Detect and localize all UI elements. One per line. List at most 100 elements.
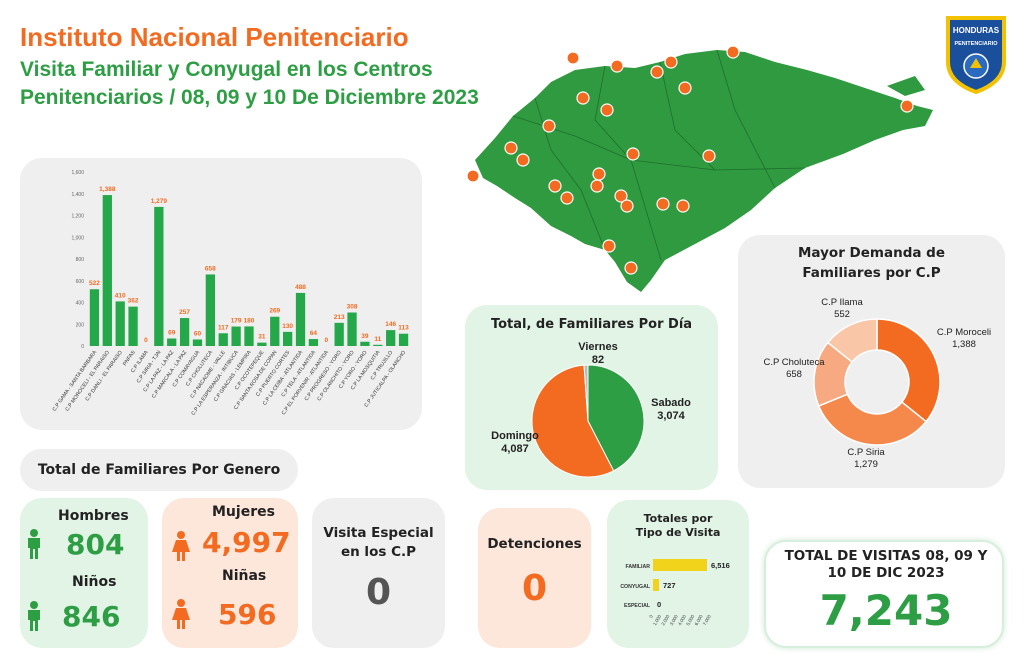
bar-value-label: 257 [179,309,190,316]
donut-label: C.P Choluteca [763,357,825,368]
donut-value-label: 552 [834,309,850,320]
x-tick-label: 5,000 [685,614,695,627]
bar-value-label: 362 [128,298,139,305]
y-tick-label: 0 [81,344,84,350]
bar [386,330,396,346]
genero-title: Total de Familiares Por Genero [37,462,281,478]
bar-value-label: 0 [144,337,148,344]
map-markers [466,45,914,275]
pie-value-label: 4,087 [501,443,529,455]
x-tick-label: 6,000 [694,614,704,627]
page-title: Instituto Nacional Penitenciario [20,22,409,52]
bar [283,331,293,346]
donut-label: C.P Moroceli [937,327,991,338]
y-tick-label: 800 [76,257,85,263]
y-tick-label: 600 [76,279,85,285]
detenciones-value: 0 [521,568,548,609]
bar-value-label: 64 [310,330,318,337]
logo-line2: PENITENCIARIO [954,41,998,47]
girl-person-icon [172,599,190,629]
mujeres-value: 4,997 [202,526,291,559]
bar-value-label: 69 [168,329,176,336]
logo: HONDURAS PENITENCIARIO [940,12,1012,95]
donut-value-label: 1,279 [854,459,878,470]
bar-value-label: 6,516 [711,561,730,570]
pie-label: Viernes [578,341,618,353]
tipo-visita-title: Totales por Tipo de Visita [635,512,721,539]
bar [398,333,409,346]
bar-value-label: 39 [361,333,369,340]
category-label: CONYUGAL [620,584,651,590]
pie-label: Sabado [651,397,691,409]
donut-value-label: 1,388 [952,339,976,350]
pie-value-label: 3,074 [657,410,685,422]
y-tick-label: 1,600 [71,170,84,176]
bar [89,289,100,346]
ninos-label: Niños [72,574,117,590]
pie-dia-title: Total, de Familiares Por Día [490,317,693,332]
bar [128,306,138,346]
donut-label: C.P Ilama [821,297,863,308]
donut-value-label: 658 [786,369,802,380]
bar [218,333,228,346]
bar [653,579,660,591]
bar-value-label: 213 [334,314,345,321]
category-label: ESPECIAL [624,603,651,609]
ninas-value: 596 [218,598,277,631]
bar-value-label: 11 [374,336,381,343]
pie-dia-card: Total, de Familiares Por Día Sabado 3,074… [465,305,718,490]
bar [373,344,383,346]
bar-value-label: 269 [269,308,280,315]
x-tick-label: 2,000 [660,614,670,627]
tipo-visita-card: Totales por Tipo de Visita FAMILIAR 6,516… [607,500,749,648]
bar-value-label: 658 [205,265,216,272]
total-value: 7,243 [819,586,953,635]
bar [257,342,267,346]
bar [205,274,215,346]
bar [167,338,177,346]
x-tick-label: 0 [648,614,654,619]
y-tick-label: 1,000 [71,235,84,241]
male-card: Hombres 804 Niños 846 [20,498,148,648]
boy-person-icon [28,601,40,631]
pie-label: Domingo [491,430,539,442]
pie-slice [531,364,615,478]
category-label: FAMILIAR [626,564,651,570]
detenciones-label: Detenciones [487,536,582,552]
bar [244,326,254,346]
donut-slice [817,393,928,446]
pie-value-label: 82 [592,354,604,366]
donut-slice [826,318,878,364]
visita-especial-value: 0 [365,572,392,613]
bar [653,559,707,571]
pie-slice [583,364,589,422]
donut-card: Mayor Demanda de Familiares por C.P C.P … [738,235,1005,488]
donut-title: Mayor Demanda de Familiares por C.P [797,245,945,281]
bar-value-label: 1,388 [99,186,116,193]
y-tick-label: 400 [76,301,85,307]
bar [231,326,241,346]
male-person-icon [28,529,40,559]
bar-value-label: 113 [398,325,409,332]
bar-value-label: 180 [244,317,255,324]
bar-chart-cp: 02004006008001,0001,2001,4001,600522C.P … [52,170,410,417]
total-label: TOTAL DE VISITAS 08, 09 Y 10 DE DIC 2023 [784,548,988,581]
bar-value-label: 146 [385,321,396,328]
mujeres-label: Mujeres [212,504,275,520]
bar [154,206,164,346]
bar-value-label: 179 [231,318,242,325]
donut-slice [876,318,941,423]
bar-value-label: 727 [663,581,676,590]
honduras-map [466,45,933,292]
hombres-label: Hombres [58,508,129,524]
bar-value-label: 130 [282,323,293,330]
bar-value-label: 0 [657,600,661,609]
female-card: Mujeres 4,997 Niñas 596 [162,498,298,648]
bar [102,195,112,346]
bar-value-label: 0 [324,337,328,344]
bar-chart-card: 0 200 400 600 800 1,000 1,200 1,400 1,600 522 C.P … [20,158,422,430]
bar [115,301,125,346]
